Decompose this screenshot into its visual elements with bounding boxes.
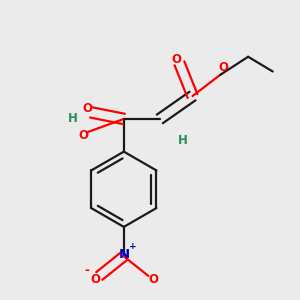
Text: O: O xyxy=(78,129,88,142)
Text: H: H xyxy=(68,112,78,125)
Text: N: N xyxy=(118,248,129,261)
Text: O: O xyxy=(148,273,158,286)
Text: O: O xyxy=(219,61,229,74)
Text: O: O xyxy=(171,53,181,66)
Text: O: O xyxy=(82,102,92,115)
Text: O: O xyxy=(90,273,100,286)
Text: +: + xyxy=(129,242,137,251)
Text: H: H xyxy=(178,134,188,147)
Text: -: - xyxy=(84,264,89,277)
